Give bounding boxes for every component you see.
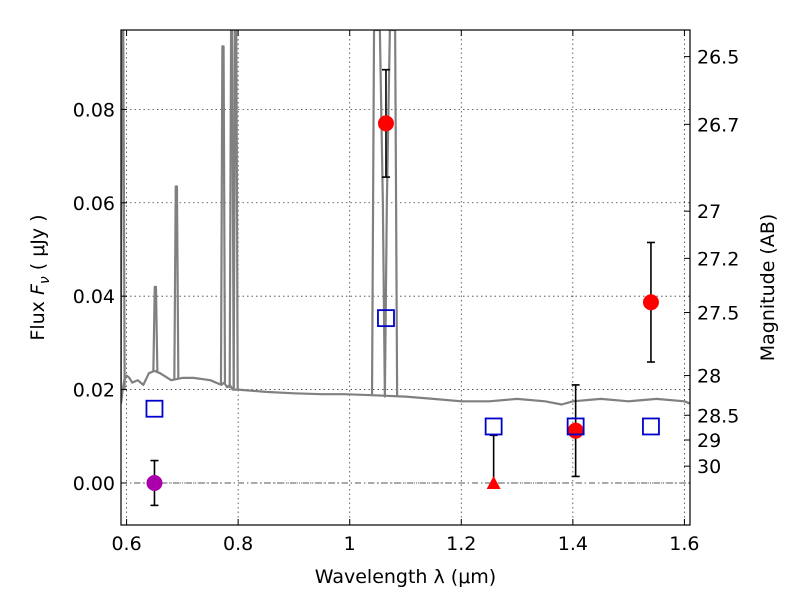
upper-limit-error-bar [489,434,498,483]
sed-continuum-line [121,369,690,406]
sed-emission-line [228,30,235,389]
model-band-flux-marker [145,399,164,418]
sed-emission-line [232,30,239,390]
model-band-flux-marker [484,417,503,436]
x-tick-label: 1.2 [446,533,476,555]
mag-tick-label: 26.5 [697,47,739,69]
mag-tick-label: 27.5 [697,303,739,325]
y-tick-label: 0.00 [73,473,115,495]
data-points-layer [145,68,660,507]
mag-tick-label: 26.7 [697,114,739,136]
y-tick-label: 0.02 [73,380,115,402]
x-tick-label: 1.4 [558,533,588,555]
x-tick-label: 0.6 [111,533,141,555]
sed-emission-line [173,185,180,380]
upper-limit-marker [486,475,501,489]
x-axis-label: Wavelength λ (μm) [315,566,496,588]
mag-tick-label: 27.2 [697,248,739,270]
ticks-layer: 0.6 0.8 1 1.2 1.4 1.6 0.00 0.02 0.04 0.06 0.08 26.5… [73,30,739,555]
mag-tick-label: 28.5 [697,405,739,427]
model-band-flux-marker [377,309,395,328]
sed-emission-line [219,45,227,384]
optical-data-point [146,474,163,491]
x-tick-label: 1.6 [669,533,699,555]
model-band-flux-marker [566,417,585,436]
mag-tick-label: 28 [697,366,721,388]
x-tick-label: 1 [344,533,356,555]
sed-emission-line [152,285,159,372]
y-tick-label: 0.04 [73,286,115,308]
y-tick-label: 0.08 [73,99,115,121]
y-axis-label: Flux Fν ( μJy ) [27,214,53,340]
mag-tick-label: 30 [697,456,721,478]
plot-frame [120,29,691,526]
detection-data-point [377,115,394,132]
y-axis-right-label: Magnitude (AB) [757,214,779,362]
mag-tick-label: 27 [697,201,721,223]
mag-tick-label: 29 [697,430,721,452]
sed-broad-feature [370,30,399,398]
model-band-flux-marker [642,417,660,436]
detection-data-point [567,422,584,439]
detection-data-point [642,294,659,311]
grid-layer [121,30,690,525]
plot-area [121,30,690,484]
y-tick-label: 0.06 [73,193,115,215]
x-tick-label: 0.8 [223,533,253,555]
